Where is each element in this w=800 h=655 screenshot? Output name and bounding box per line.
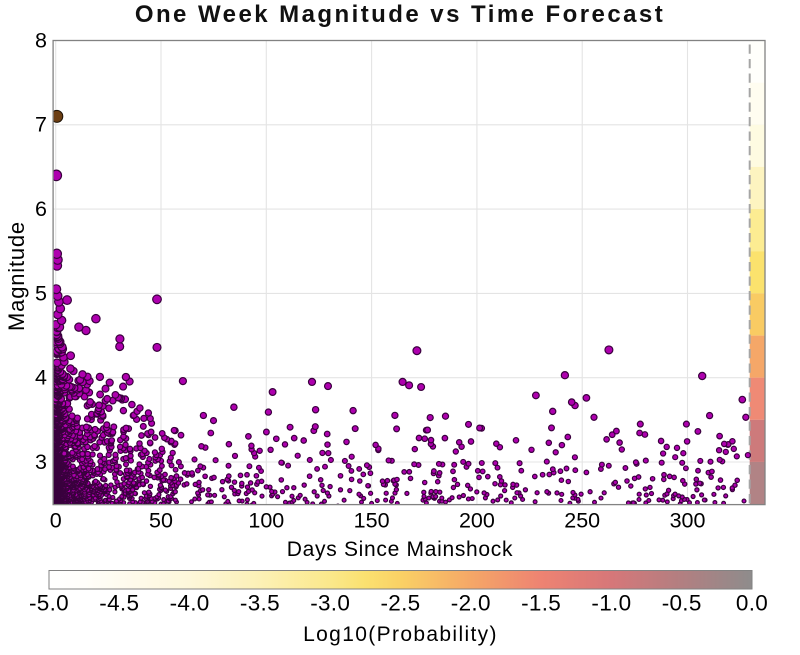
svg-text:150: 150 — [354, 509, 390, 533]
svg-text:7: 7 — [35, 113, 47, 137]
svg-text:-2.5: -2.5 — [381, 591, 421, 616]
svg-text:50: 50 — [149, 509, 173, 533]
svg-text:-3.0: -3.0 — [310, 591, 350, 616]
svg-text:300: 300 — [670, 509, 706, 533]
svg-text:Days Since Mainshock: Days Since Mainshock — [287, 538, 513, 561]
svg-text:100: 100 — [248, 509, 284, 533]
svg-text:6: 6 — [35, 197, 47, 221]
svg-text:0: 0 — [50, 509, 62, 533]
svg-text:0.0: 0.0 — [736, 591, 768, 616]
svg-text:-0.5: -0.5 — [662, 591, 702, 616]
svg-text:8: 8 — [35, 28, 47, 52]
svg-text:-1.0: -1.0 — [591, 591, 631, 616]
svg-text:-1.5: -1.5 — [521, 591, 561, 616]
svg-text:-5.0: -5.0 — [29, 591, 69, 616]
svg-text:200: 200 — [459, 509, 495, 533]
svg-text:Log10(Probability): Log10(Probability) — [303, 623, 498, 646]
svg-text:-3.5: -3.5 — [240, 591, 280, 616]
svg-text:-2.0: -2.0 — [451, 591, 491, 616]
svg-text:Magnitude: Magnitude — [4, 221, 29, 331]
svg-text:5: 5 — [35, 281, 47, 305]
svg-text:-4.0: -4.0 — [170, 591, 210, 616]
svg-text:3: 3 — [35, 450, 47, 474]
svg-text:One Week Magnitude vs Time For: One Week Magnitude vs Time Forecast — [135, 1, 665, 28]
svg-text:250: 250 — [564, 509, 600, 533]
svg-text:-4.5: -4.5 — [99, 591, 139, 616]
svg-text:4: 4 — [35, 366, 47, 390]
